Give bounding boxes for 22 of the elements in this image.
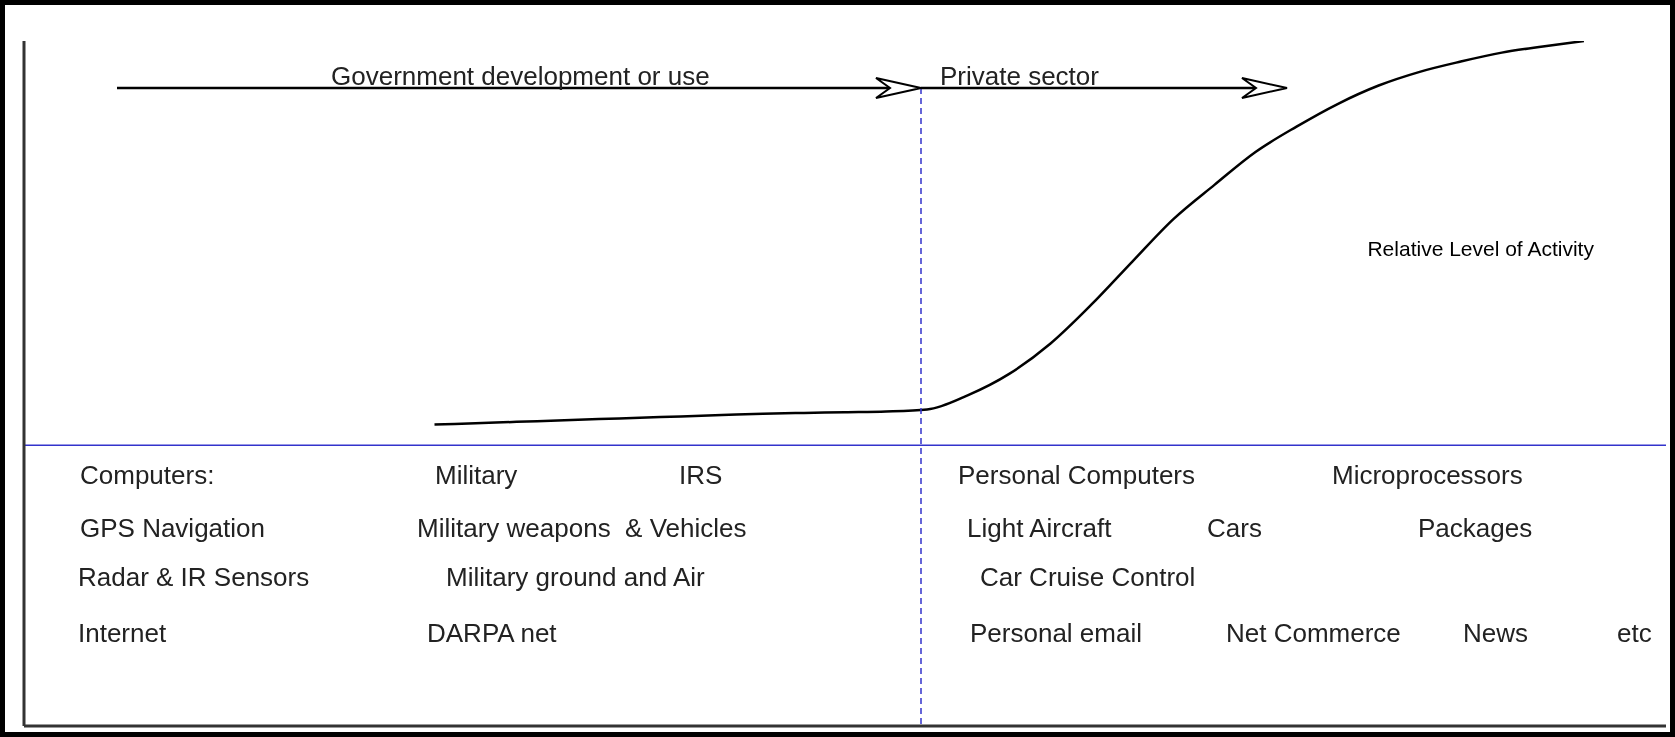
annotation: IRS	[679, 460, 723, 490]
annotation: Cars	[1207, 513, 1262, 543]
annotation: Microprocessors	[1332, 460, 1523, 490]
annotation: Light Aircraft	[967, 513, 1113, 543]
annotation: News	[1463, 618, 1529, 648]
annotation: Packages	[1418, 513, 1533, 543]
annotation: etc	[1617, 618, 1652, 648]
annotation: DARPA net	[427, 618, 558, 648]
annotation: Computers:	[80, 460, 215, 490]
annotation: Military	[435, 460, 518, 490]
annotation: Radar & IR Sensors	[78, 562, 310, 592]
annotation: GPS Navigation	[80, 513, 265, 543]
annotation: Government development or use	[331, 61, 710, 91]
annotation: Personal Computers	[958, 460, 1195, 490]
annotation: Net Commerce	[1226, 618, 1401, 648]
annotation: Car Cruise Control	[980, 562, 1196, 592]
annotation: Personal email	[970, 618, 1142, 648]
annotation: Internet	[78, 618, 167, 648]
annotation: Military weapons & Vehicles	[417, 513, 747, 543]
text: Relative Level of Activity	[1367, 237, 1595, 260]
annotation: Private sector	[940, 61, 1100, 91]
annotation: Military ground and Air	[446, 562, 706, 592]
